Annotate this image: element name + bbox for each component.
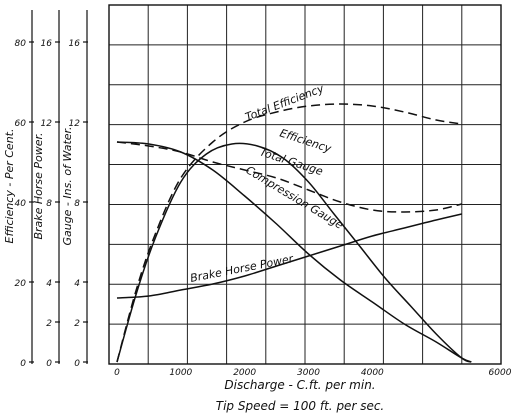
bhp-axis-label: Brake Horse Power.	[32, 132, 45, 239]
series-line-total-efficiency	[116, 103, 462, 363]
series-label-brake-horse-power: Brake Horse Power	[189, 252, 296, 285]
gauge-axis-label: Gauge - Ins. of Water.	[61, 126, 74, 245]
series-label-total-efficiency: Total Efficiency	[243, 82, 326, 124]
y-tick-label: 8	[74, 199, 80, 209]
x-tick-label: 4000	[361, 368, 384, 378]
y-tick-label: 16	[69, 39, 81, 49]
x-axis-title: Discharge - C.ft. per min.	[224, 378, 375, 392]
x-tick-label: 0	[114, 368, 120, 378]
tick-labels: 0 20 40 60 80 0 2 4 8 12 16 0 2 4 8 12 16 0 1000 2000 3000 40…	[15, 39, 512, 378]
x-tick-label: 6000	[489, 368, 512, 378]
y-tick-label: 12	[41, 119, 53, 129]
x-tick-label: 1000	[169, 368, 192, 378]
y-tick-label: 16	[41, 39, 53, 49]
y-tick-label: 0	[46, 359, 52, 369]
y-tick-label: 20	[15, 279, 27, 289]
y-tick-label: 8	[46, 199, 52, 209]
x-tick-label: 2000	[233, 368, 256, 378]
curves	[116, 103, 472, 363]
series-label-efficiency: Efficiency	[278, 126, 333, 155]
y-tick-label: 0	[74, 359, 80, 369]
y-tick-label: 60	[15, 119, 27, 129]
y-tick-label: 40	[15, 199, 27, 209]
y-tick-label: 12	[69, 119, 81, 129]
y-tick-label: 4	[46, 279, 52, 289]
y-tick-label: 4	[74, 279, 80, 289]
series-line-efficiency	[116, 142, 472, 363]
y-tick-label: 80	[15, 39, 27, 49]
x-tick-label: 3000	[297, 368, 320, 378]
efficiency-axis-label: Efficiency - Per Cent.	[3, 129, 16, 244]
y-tick-label: 2	[46, 319, 52, 329]
series-line-brake-horse-power	[116, 213, 462, 299]
y-tick-label: 0	[20, 359, 26, 369]
chart-caption: Tip Speed = 100 ft. per sec.	[216, 399, 384, 413]
series-line-compression-gauge	[116, 141, 472, 363]
grid	[108, 4, 502, 365]
y-tick-label: 2	[74, 319, 80, 329]
plot-frame	[108, 4, 502, 365]
series-label-compression-gauge: Compression Gauge	[243, 163, 345, 231]
